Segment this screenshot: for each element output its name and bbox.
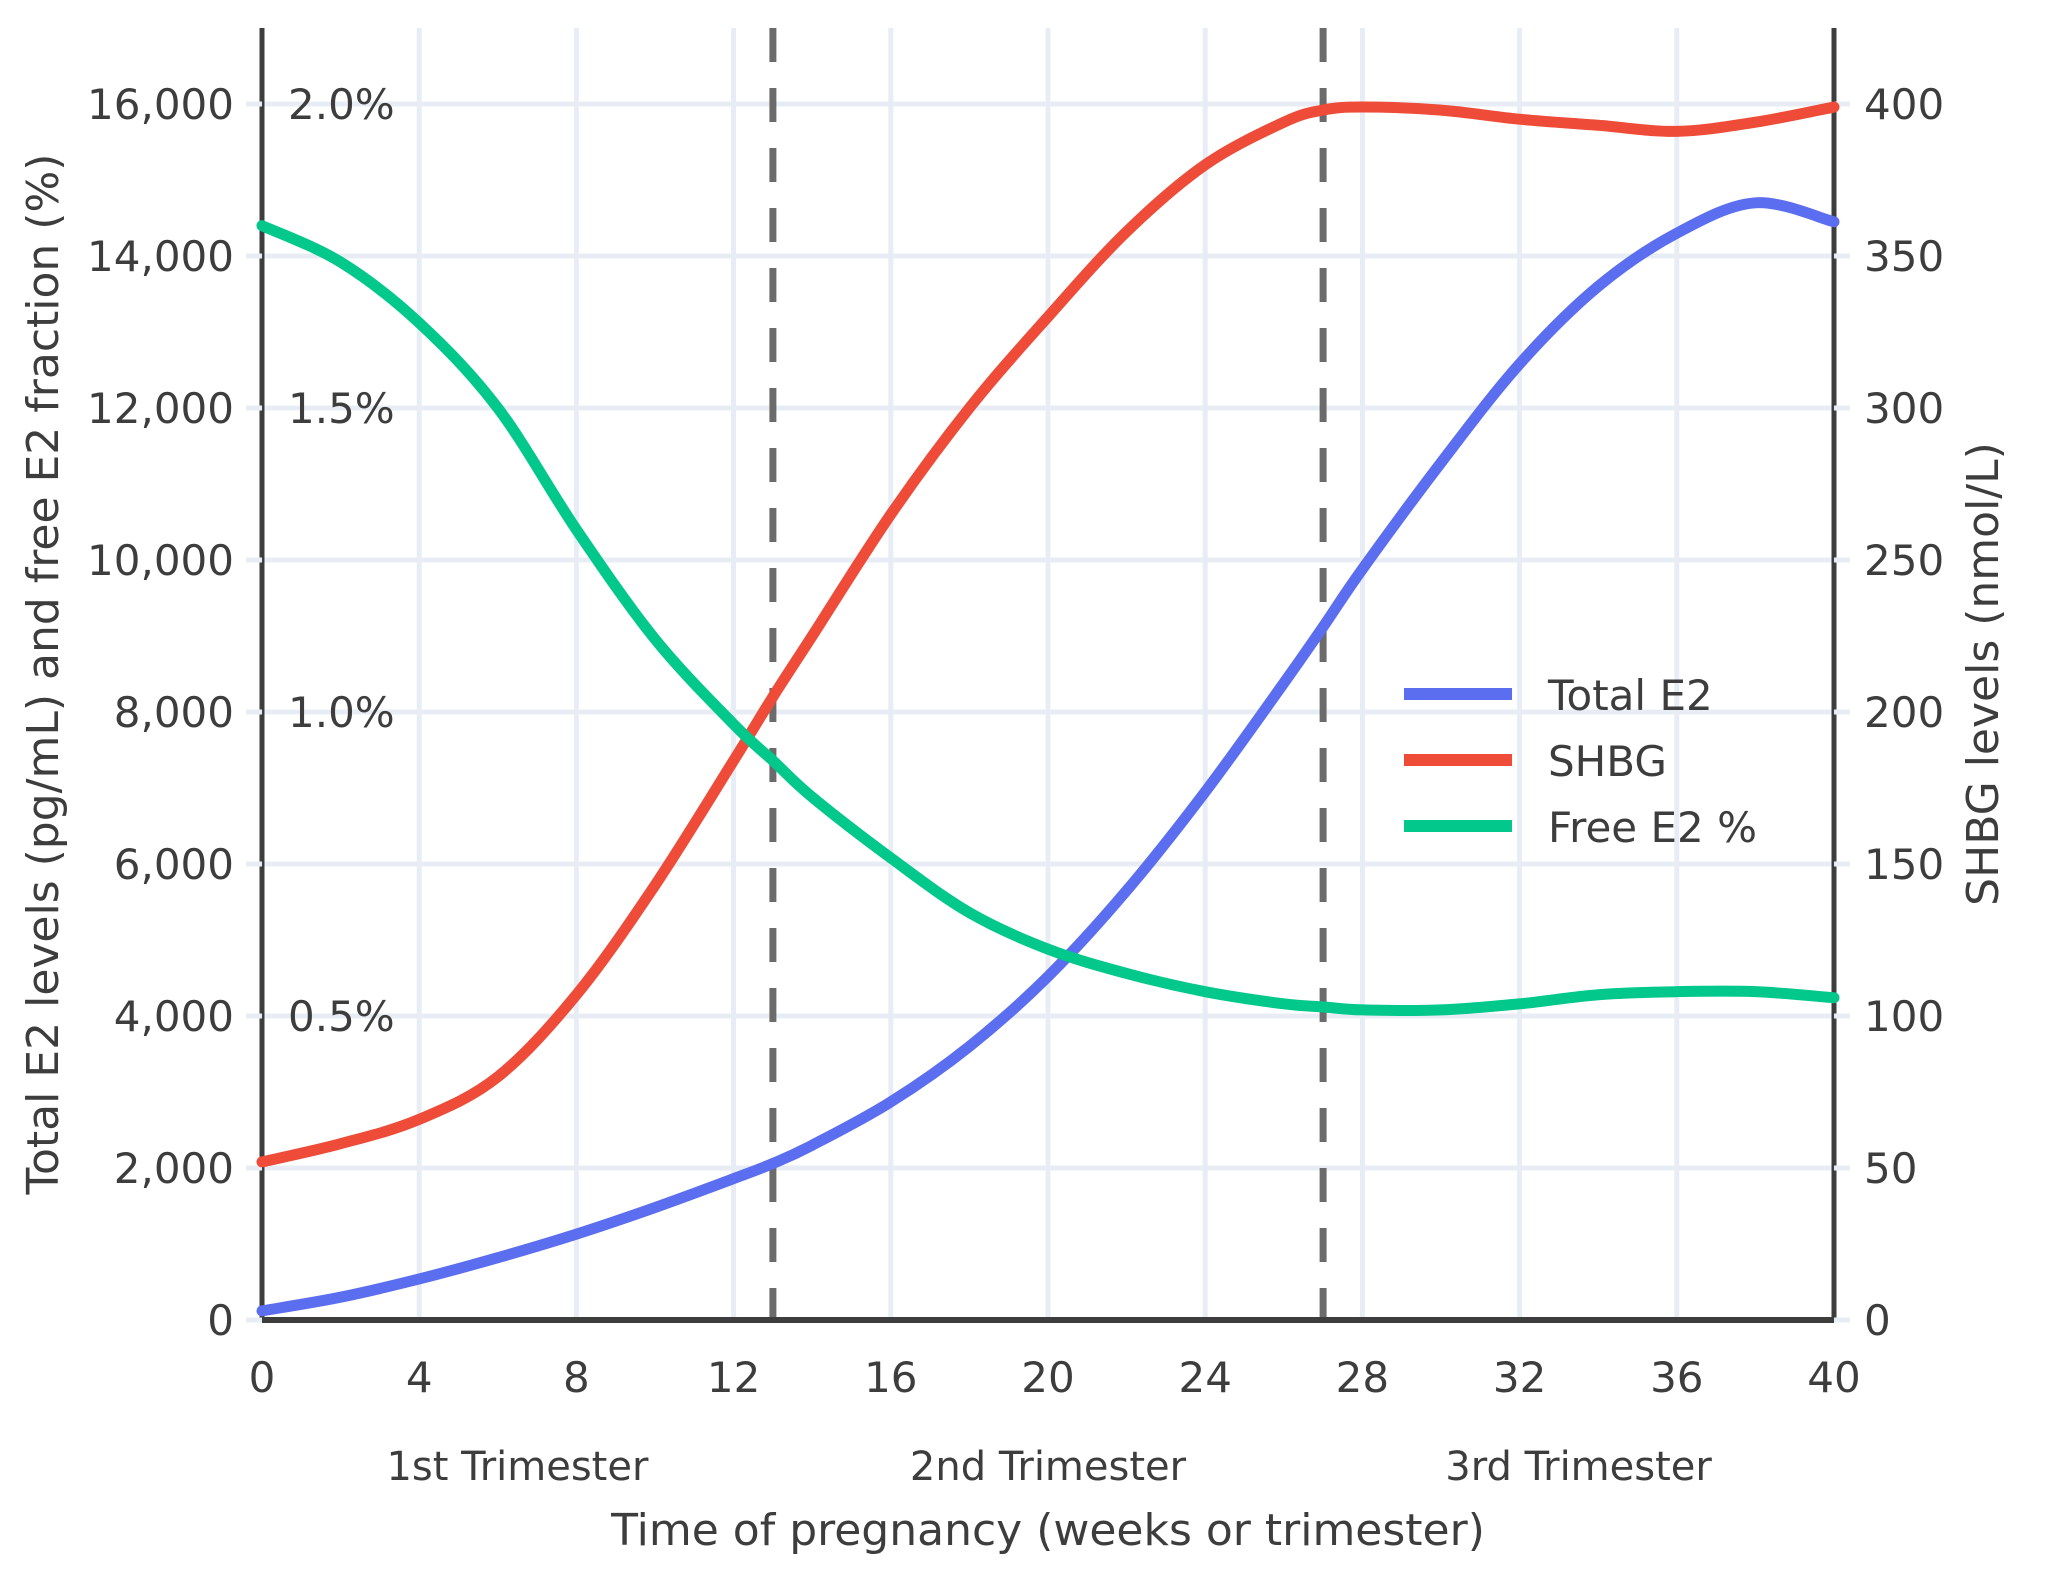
legend-label-total-e2[interactable]: Total E2 xyxy=(1547,671,1713,720)
left-tick-label: 16,000 xyxy=(87,80,234,129)
x-tick-label: 4 xyxy=(406,1353,433,1402)
left-tick-label: 2,000 xyxy=(114,1144,234,1193)
right-tick-label: 150 xyxy=(1864,840,1944,889)
x-tick-label: 8 xyxy=(563,1353,590,1402)
series-line-free-e2 xyxy=(256,220,1840,1017)
right-axis-title: SHBG levels (nmol/L) xyxy=(1958,442,2009,906)
right-tick-label: 0 xyxy=(1864,1296,1891,1345)
right-tick-label: 200 xyxy=(1864,688,1944,737)
percent-axis-label: 0.5% xyxy=(288,992,395,1041)
x-axis-tick-labels: 0 4 8 12 16 20 24 28 32 36 40 xyxy=(249,1353,1861,1402)
right-tick-label: 350 xyxy=(1864,232,1944,281)
x-tick-label: 16 xyxy=(864,1353,917,1402)
x-tick-label: 32 xyxy=(1493,1353,1546,1402)
percent-axis-label: 1.5% xyxy=(288,384,395,433)
series-line-total-e2 xyxy=(256,197,1840,1317)
x-tick-label: 12 xyxy=(707,1353,760,1402)
left-tick-label: 12,000 xyxy=(87,384,234,433)
x-tick-label: 28 xyxy=(1336,1353,1389,1402)
trimester-label: 3rd Trimester xyxy=(1445,1444,1712,1490)
right-tick-label: 400 xyxy=(1864,80,1944,129)
left-axis-title: Total E2 levels (pg/mL) and free E2 frac… xyxy=(18,154,69,1196)
left-tick-label: 10,000 xyxy=(87,536,234,585)
right-tick-label: 300 xyxy=(1864,384,1944,433)
legend-label-shbg[interactable]: SHBG xyxy=(1548,737,1667,786)
left-tick-label: 14,000 xyxy=(87,232,234,281)
left-axis-ticks xyxy=(246,101,262,1323)
x-tick-label: 40 xyxy=(1807,1353,1860,1402)
x-tick-label: 0 xyxy=(249,1353,276,1402)
legend-label-free-e2[interactable]: Free E2 % xyxy=(1548,803,1757,852)
free-e2-percent-labels: 0.5% 1.0% 1.5% 2.0% xyxy=(288,80,395,1041)
trimester-label: 2nd Trimester xyxy=(910,1444,1187,1490)
x-axis-title: Time of pregnancy (weeks or trimester) xyxy=(610,1505,1485,1556)
left-tick-label: 6,000 xyxy=(114,840,234,889)
series-line-shbg xyxy=(256,101,1840,1168)
percent-axis-label: 2.0% xyxy=(288,80,395,129)
left-axis-tick-labels: 0 2,000 4,000 6,000 8,000 10,000 12,000 14,000 1… xyxy=(87,80,234,1345)
chart-legend: Total E2 SHBG Free E2 % xyxy=(1404,671,1757,852)
left-tick-label: 4,000 xyxy=(114,992,234,1041)
percent-axis-label: 1.0% xyxy=(288,688,395,737)
trimester-label: 1st Trimester xyxy=(386,1444,649,1490)
right-tick-label: 250 xyxy=(1864,536,1944,585)
right-tick-label: 50 xyxy=(1864,1144,1917,1193)
x-tick-label: 24 xyxy=(1178,1353,1231,1402)
left-tick-label: 8,000 xyxy=(114,688,234,737)
right-tick-label: 100 xyxy=(1864,992,1944,1041)
trimester-labels: 1st Trimester 2nd Trimester 3rd Trimester xyxy=(386,1444,1712,1490)
x-tick-label: 36 xyxy=(1650,1353,1703,1402)
data-series-group xyxy=(256,101,1840,1317)
right-axis-ticks xyxy=(1834,101,1850,1323)
right-axis-tick-labels: 0 50 100 150 200 250 300 350 400 xyxy=(1864,80,1944,1345)
x-tick-label: 20 xyxy=(1021,1353,1074,1402)
left-tick-label: 0 xyxy=(207,1296,234,1345)
